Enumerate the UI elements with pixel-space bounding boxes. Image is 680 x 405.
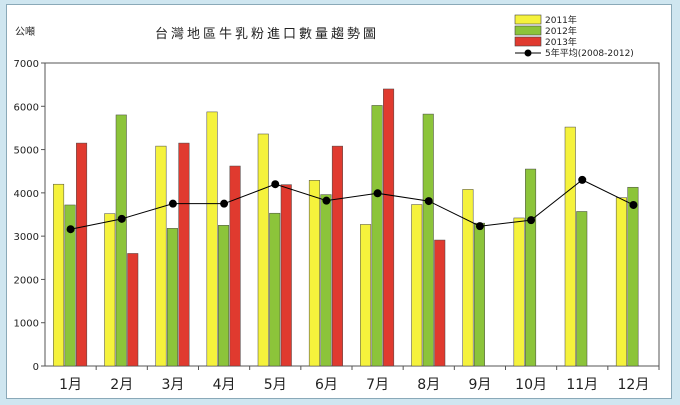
average-point bbox=[271, 180, 280, 189]
x-tick-label: 12月 bbox=[618, 377, 650, 393]
bar bbox=[615, 197, 627, 367]
x-tick-label: 6月 bbox=[315, 377, 338, 393]
bar bbox=[320, 194, 332, 367]
bar bbox=[280, 184, 292, 367]
average-line bbox=[70, 179, 634, 230]
bar bbox=[513, 217, 525, 367]
legend-swatch bbox=[514, 36, 542, 47]
bar bbox=[434, 239, 446, 367]
plot-area: 0 1000 2000 3000 4000 5000 6000 7000 1月 2月 3月 4月 5月 6… bbox=[14, 59, 660, 393]
bar bbox=[104, 213, 116, 367]
bar bbox=[627, 186, 639, 367]
legend-marker bbox=[524, 49, 532, 57]
x-tick-label: 11月 bbox=[566, 377, 598, 393]
legend-label: 2011年 bbox=[545, 14, 577, 26]
y-axis-unit: 公噸 bbox=[15, 25, 35, 38]
bar bbox=[462, 189, 474, 367]
legend-label: 2013年 bbox=[545, 36, 577, 48]
x-tick-label: 9月 bbox=[468, 377, 491, 393]
bar bbox=[76, 142, 88, 367]
bar bbox=[564, 126, 576, 367]
bar bbox=[53, 183, 65, 367]
average-point bbox=[475, 222, 484, 231]
y-tick-label: 2000 bbox=[14, 275, 39, 286]
bar bbox=[229, 165, 241, 367]
y-tick-label: 3000 bbox=[14, 232, 39, 243]
average-point bbox=[424, 197, 433, 206]
average-point bbox=[117, 214, 126, 223]
y-tick-label: 0 bbox=[33, 362, 39, 373]
bar bbox=[155, 145, 167, 367]
x-tick-label: 7月 bbox=[366, 377, 389, 393]
y-tick-label: 6000 bbox=[14, 102, 39, 113]
average-point bbox=[322, 196, 331, 205]
bar bbox=[360, 224, 372, 367]
chart: 台灣地區牛乳粉進口數量趨勢圖 公噸 0 1000 2000 3000 4000 5000 6… bbox=[14, 14, 660, 393]
x-tick-label: 5月 bbox=[264, 377, 287, 393]
legend-swatch bbox=[514, 25, 542, 36]
bar bbox=[525, 168, 537, 367]
average-point bbox=[629, 200, 638, 209]
bar bbox=[422, 113, 434, 367]
y-tick-label: 4000 bbox=[14, 189, 39, 200]
bar bbox=[115, 114, 127, 367]
average-point bbox=[66, 225, 75, 234]
x-tick-label: 4月 bbox=[213, 377, 236, 393]
average-point bbox=[527, 216, 536, 225]
bar bbox=[269, 212, 281, 367]
bar bbox=[383, 88, 395, 367]
average-point bbox=[578, 175, 587, 184]
y-tick-label: 1000 bbox=[14, 319, 39, 330]
x-tick-label: 1月 bbox=[59, 377, 82, 393]
bar bbox=[473, 222, 485, 367]
bar bbox=[308, 180, 320, 367]
bar bbox=[166, 228, 178, 367]
chart-frame: 台灣地區牛乳粉進口數量趨勢圖 公噸 0 1000 2000 3000 4000 5000 6… bbox=[6, 4, 672, 399]
bar bbox=[331, 145, 343, 367]
bar bbox=[127, 253, 139, 367]
average-point bbox=[220, 199, 229, 208]
y-tick-label: 5000 bbox=[14, 146, 39, 157]
x-tick-label: 8月 bbox=[417, 377, 440, 393]
average-point bbox=[168, 199, 177, 208]
legend-swatch bbox=[514, 14, 542, 25]
x-tick-label: 2月 bbox=[110, 377, 133, 393]
chart-title: 台灣地區牛乳粉進口數量趨勢圖 bbox=[155, 27, 379, 42]
bar bbox=[257, 133, 269, 367]
bar bbox=[411, 204, 423, 367]
bar bbox=[218, 225, 230, 367]
bar bbox=[206, 111, 218, 367]
x-tick-label: 10月 bbox=[515, 377, 547, 393]
legend-label: 5年平均(2008-2012) bbox=[545, 47, 634, 59]
y-tick-label: 7000 bbox=[14, 59, 39, 70]
legend-label: 2012年 bbox=[545, 25, 577, 37]
bar bbox=[576, 211, 588, 367]
bar bbox=[64, 204, 76, 367]
average-point bbox=[373, 189, 382, 198]
bar bbox=[178, 142, 190, 367]
bar bbox=[371, 105, 383, 367]
x-tick-label: 3月 bbox=[161, 377, 184, 393]
